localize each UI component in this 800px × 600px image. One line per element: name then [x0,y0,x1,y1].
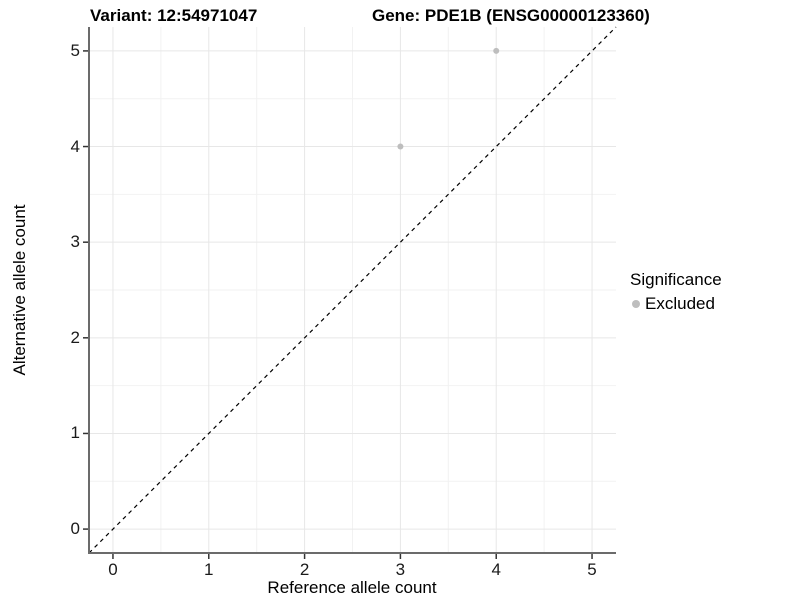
gene-title: Gene: PDE1B (ENSG00000123360) [372,6,650,25]
legend-item-label: Excluded [645,294,715,313]
legend: Significance Excluded [630,269,722,315]
x-axis-label: Reference allele count [267,578,437,597]
x-tick-label-5: 5 [587,560,597,579]
y-tick-label-1: 1 [70,423,80,443]
data-point-4-5 [493,47,500,54]
x-tick-label-4: 4 [491,560,501,579]
legend-title: Significance [630,270,722,289]
y-tick-label-3: 3 [70,232,80,252]
x-tick-label-3: 3 [395,560,406,579]
data-point-3-4 [397,143,404,150]
legend-item-excluded: Excluded [630,293,722,315]
x-tick-label-2: 2 [299,560,310,579]
y-tick-label-0: 0 [70,519,80,539]
y-tick-label-4: 4 [70,136,80,156]
variant-title: Variant: 12:54971047 [90,6,258,25]
x-tick-label-0: 0 [108,560,118,579]
x-tick-label-1: 1 [204,560,214,579]
y-axis-label: Alternative allele count [10,204,29,376]
y-tick-label-5: 5 [70,40,80,60]
excluded-point-icon [632,300,640,308]
y-tick-label-2: 2 [70,327,80,347]
